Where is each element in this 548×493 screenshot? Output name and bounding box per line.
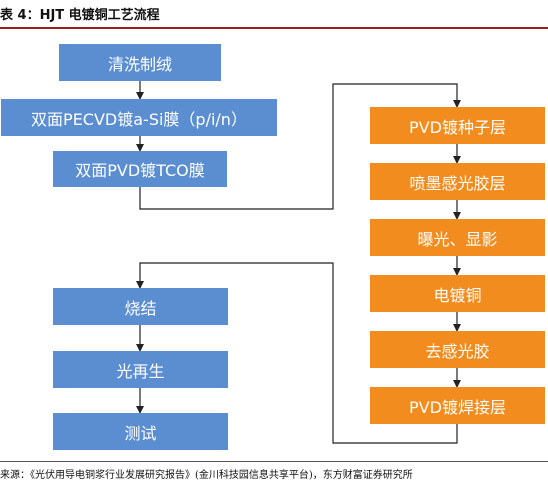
source-note: 来源：《光伏用导电铜浆行业发展研究报告》(金川科技园信息共享平台)，东方财富证券… bbox=[0, 470, 413, 481]
arrow-right-to-left-bottom bbox=[136, 262, 458, 444]
step-pecvd-asi: 双面PECVD镀a-Si膜（p/i/n） bbox=[1, 99, 277, 136]
step-pvd-solder-layer: PVD镀焊接层 bbox=[370, 387, 545, 424]
step-exposure-develop: 曝光、显影 bbox=[370, 219, 545, 256]
step-sintering: 烧结 bbox=[53, 288, 228, 325]
step-copper-plating: 电镀铜 bbox=[370, 275, 545, 312]
step-remove-photoresist: 去感光胶 bbox=[370, 331, 545, 368]
step-light-regeneration: 光再生 bbox=[53, 351, 228, 388]
step-pvd-seed-layer: PVD镀种子层 bbox=[370, 107, 545, 144]
source-rule bbox=[0, 461, 548, 462]
step-testing: 测试 bbox=[53, 413, 228, 450]
arrow-3-to-right bbox=[139, 83, 461, 210]
title-rule bbox=[0, 27, 548, 29]
step-cleaning-texturing: 清洗制绒 bbox=[59, 44, 221, 81]
figure-title: 表 4：HJT 电镀铜工艺流程 bbox=[0, 8, 160, 23]
step-inkjet-photoresist: 喷墨感光胶层 bbox=[370, 163, 545, 200]
step-pvd-tco: 双面PVD镀TCO膜 bbox=[53, 151, 227, 187]
